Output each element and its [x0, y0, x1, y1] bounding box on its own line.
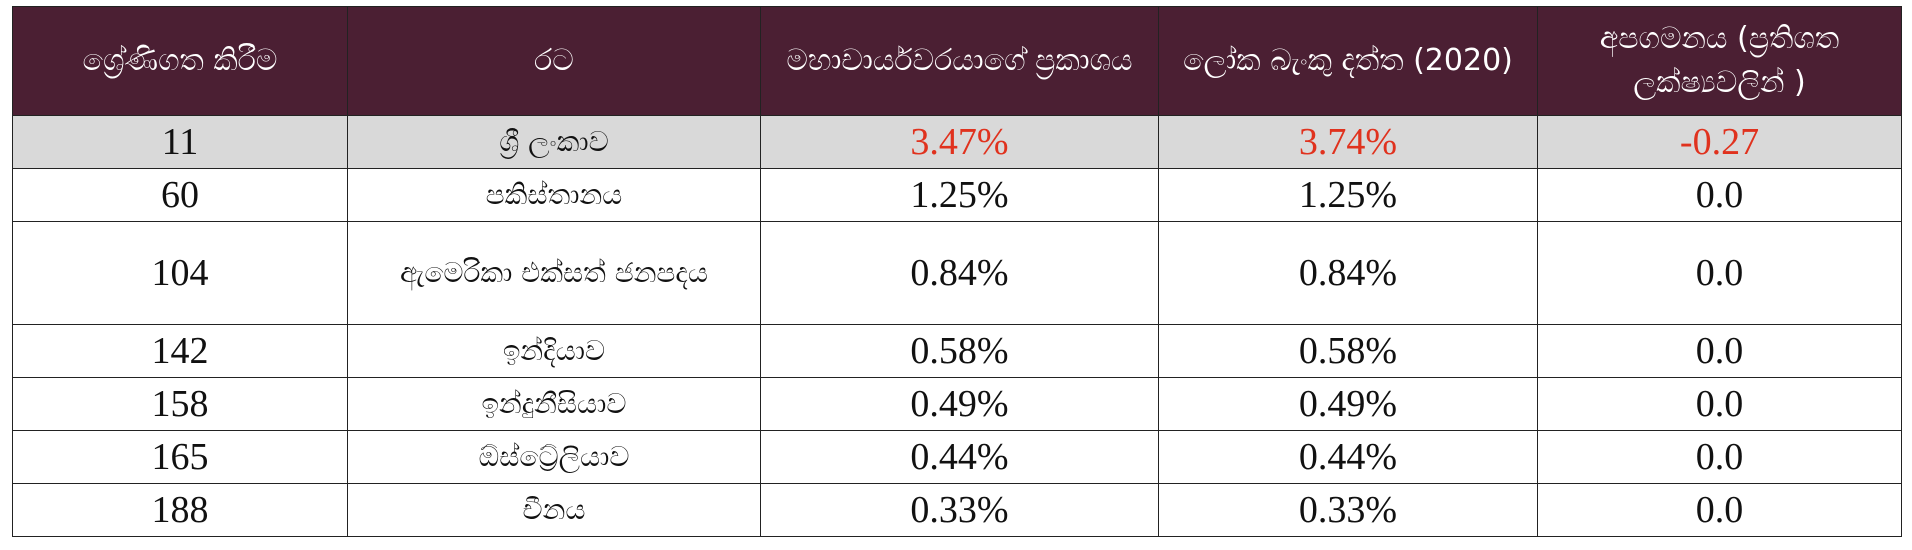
- value-cell: 60: [12, 168, 348, 222]
- table-row: 60 පකිස්තානය 1.25% 1.25% 0.0: [12, 168, 1902, 222]
- value-cell: 3.74%: [1158, 115, 1538, 169]
- value-cell: 0.58%: [1158, 324, 1538, 378]
- country-cell: ශ්‍රී ලංකාව: [347, 115, 761, 169]
- table-row: 104 ඇමෙරිකා එක්සත් ජනපදය 0.84% 0.84% 0.0: [12, 221, 1902, 325]
- value-cell: 0.49%: [760, 377, 1159, 431]
- value-cell: -0.27: [1537, 115, 1902, 169]
- header-cell: ශ්‍රේණිගත කිරීම: [12, 6, 348, 116]
- value-cell: 0.44%: [760, 430, 1159, 484]
- table-row: 165 ඕස්ට්‍රේලියාව 0.44% 0.44% 0.0: [12, 430, 1902, 484]
- header-cell: අපගමනය (ප්‍රතිශත ලක්ෂ්‍යවලින් ): [1537, 6, 1902, 116]
- value-cell: 188: [12, 483, 348, 537]
- table-row: 11 ශ්‍රී ලංකාව 3.47% 3.74% -0.27: [12, 115, 1902, 169]
- table-row: 142 ඉන්දියාව 0.58% 0.58% 0.0: [12, 324, 1902, 378]
- country-cell: ඉන්දියාව: [347, 324, 761, 378]
- data-table: ශ්‍රේණිගත කිරීම රට මහාචාර්යවරයාගේ ප්‍රකාශය…: [12, 6, 1902, 537]
- value-cell: 3.47%: [760, 115, 1159, 169]
- table-row: 188 චීනය 0.33% 0.33% 0.0: [12, 483, 1902, 537]
- value-cell: 0.0: [1537, 221, 1902, 325]
- value-cell: 11: [12, 115, 348, 169]
- value-cell: 0.84%: [1158, 221, 1538, 325]
- country-cell: ඕස්ට්‍රේලියාව: [347, 430, 761, 484]
- value-cell: 0.0: [1537, 168, 1902, 222]
- value-cell: 1.25%: [1158, 168, 1538, 222]
- country-cell: චීනය: [347, 483, 761, 537]
- country-cell: ඇමෙරිකා එක්සත් ජනපදය: [347, 221, 761, 325]
- country-cell: ඉන්දුනීසියාව: [347, 377, 761, 431]
- header-cell: මහාචාර්යවරයාගේ ප්‍රකාශය: [760, 6, 1159, 116]
- value-cell: 0.58%: [760, 324, 1159, 378]
- value-cell: 0.0: [1537, 377, 1902, 431]
- value-cell: 142: [12, 324, 348, 378]
- value-cell: 0.0: [1537, 483, 1902, 537]
- value-cell: 0.33%: [1158, 483, 1538, 537]
- value-cell: 158: [12, 377, 348, 431]
- header-row: ශ්‍රේණිගත කිරීම රට මහාචාර්යවරයාගේ ප්‍රකාශය…: [12, 6, 1902, 116]
- value-cell: 0.33%: [760, 483, 1159, 537]
- value-cell: 0.0: [1537, 324, 1902, 378]
- value-cell: 1.25%: [760, 168, 1159, 222]
- country-cell: පකිස්තානය: [347, 168, 761, 222]
- table-row: 158 ඉන්දුනීසියාව 0.49% 0.49% 0.0: [12, 377, 1902, 431]
- table-body: 11 ශ්‍රී ලංකාව 3.47% 3.74% -0.27 60 පකිස්තානය 1…: [12, 115, 1902, 537]
- value-cell: 165: [12, 430, 348, 484]
- header-cell: රට: [347, 6, 761, 116]
- header-cell: ලෝක බැංකු දත්ත (2020): [1158, 6, 1538, 116]
- value-cell: 0.0: [1537, 430, 1902, 484]
- value-cell: 0.49%: [1158, 377, 1538, 431]
- value-cell: 0.84%: [760, 221, 1159, 325]
- value-cell: 0.44%: [1158, 430, 1538, 484]
- value-cell: 104: [12, 221, 348, 325]
